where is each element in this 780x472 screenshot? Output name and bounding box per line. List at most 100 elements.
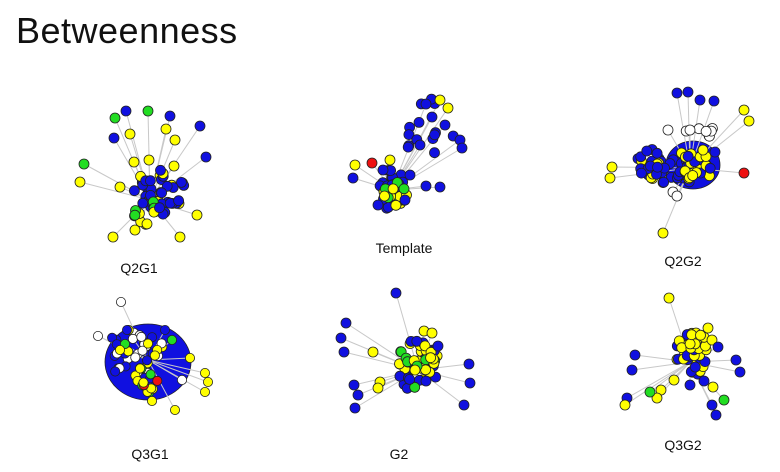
node-g [398, 183, 410, 195]
node-b [652, 161, 663, 173]
node-b [194, 120, 206, 132]
node-y [442, 102, 454, 114]
node-b [708, 95, 720, 107]
edge [147, 359, 209, 383]
node-w [116, 296, 127, 307]
node-y [686, 329, 697, 341]
node-b [156, 187, 168, 199]
edge [83, 163, 151, 201]
node-b [411, 335, 423, 347]
node-b [340, 317, 352, 329]
node-y [367, 346, 379, 358]
node-b [456, 142, 468, 154]
node-b [120, 105, 132, 117]
graph-label-q3g2: Q3G2 [664, 437, 702, 453]
node-b [420, 180, 432, 192]
node-b [429, 147, 440, 159]
network-graph-q2g1 [74, 105, 212, 243]
node-y [684, 338, 696, 350]
node-b [200, 151, 212, 163]
edge [147, 359, 206, 374]
node-b [658, 176, 669, 188]
node-y [657, 227, 669, 239]
node-w [127, 333, 138, 344]
node-g [718, 394, 730, 406]
node-y [168, 160, 180, 172]
node-y [606, 161, 618, 173]
node-y [184, 352, 195, 363]
node-y [390, 199, 402, 211]
node-b [390, 287, 402, 299]
graph-label-g2: G2 [389, 446, 409, 462]
graph-label-q2g2: Q2G2 [664, 253, 702, 269]
node-y [174, 231, 186, 243]
node-b [404, 169, 416, 181]
node-b [463, 358, 475, 370]
node-r [738, 167, 750, 179]
node-b [144, 175, 156, 187]
node-b [694, 94, 706, 106]
node-y [738, 104, 750, 116]
node-y [604, 172, 616, 184]
slide-title: Betweenness [16, 10, 238, 51]
node-b [372, 199, 384, 211]
network-graph-g2 [335, 287, 476, 414]
node-y [107, 231, 119, 243]
node-b [141, 355, 152, 366]
node-y [135, 363, 146, 374]
node-b [108, 132, 120, 144]
node-y [663, 292, 675, 304]
node-y [384, 154, 396, 166]
node-y [409, 364, 421, 376]
node-b [404, 373, 416, 385]
node-r [366, 157, 378, 169]
node-y [707, 381, 719, 393]
node-b [458, 399, 470, 411]
node-b [154, 202, 165, 214]
node-b [432, 340, 444, 352]
node-y [138, 377, 149, 388]
graph-label-q2g1: Q2G1 [120, 260, 158, 276]
edge [147, 359, 183, 381]
node-y [114, 181, 126, 193]
node-b [734, 366, 746, 378]
node-w [684, 124, 696, 136]
node-g [409, 381, 421, 393]
node-y [128, 156, 140, 168]
node-b [414, 139, 426, 151]
node-b [651, 147, 663, 159]
node-g [166, 334, 177, 345]
network-graph-q3g2 [619, 292, 746, 421]
node-b [709, 146, 721, 158]
node-b [335, 332, 347, 344]
node-y [695, 329, 706, 341]
node-b [137, 197, 149, 209]
node-b [684, 379, 696, 391]
node-w [136, 331, 147, 342]
node-y [379, 190, 390, 202]
node-b [352, 389, 364, 401]
node-b [338, 346, 350, 358]
node-b [689, 361, 701, 373]
node-b [434, 181, 446, 193]
node-y [425, 352, 437, 364]
node-b [636, 167, 647, 179]
node-w [700, 125, 712, 137]
node-y [426, 327, 438, 339]
node-b [122, 324, 133, 335]
node-g [142, 105, 154, 117]
node-y [743, 115, 755, 127]
node-b [399, 194, 411, 206]
node-b [710, 409, 722, 421]
node-b [671, 87, 683, 99]
node-b [629, 349, 641, 361]
node-y [668, 374, 680, 386]
node-b [159, 324, 170, 335]
node-y [142, 338, 153, 349]
edge [624, 361, 691, 406]
node-b [464, 377, 476, 389]
node-y [687, 170, 699, 181]
network-graph-template [347, 93, 468, 214]
node-y [191, 209, 203, 221]
node-y [169, 404, 180, 415]
